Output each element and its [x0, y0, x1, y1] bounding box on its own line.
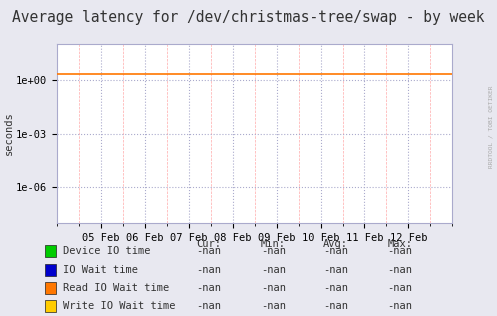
Text: -nan: -nan [388, 265, 413, 275]
Text: -nan: -nan [196, 283, 221, 293]
Text: -nan: -nan [261, 301, 286, 311]
Text: -nan: -nan [261, 265, 286, 275]
Text: Device IO time: Device IO time [63, 246, 151, 256]
Y-axis label: seconds: seconds [3, 112, 13, 155]
Text: -nan: -nan [196, 246, 221, 256]
Text: -nan: -nan [196, 265, 221, 275]
Text: Write IO Wait time: Write IO Wait time [63, 301, 175, 311]
Text: Read IO Wait time: Read IO Wait time [63, 283, 169, 293]
Text: -nan: -nan [388, 283, 413, 293]
Text: Cur:: Cur: [196, 239, 221, 249]
Text: -nan: -nan [323, 265, 348, 275]
Text: Max:: Max: [388, 239, 413, 249]
Text: -nan: -nan [196, 301, 221, 311]
Text: -nan: -nan [261, 283, 286, 293]
Text: Average latency for /dev/christmas-tree/swap - by week: Average latency for /dev/christmas-tree/… [12, 10, 485, 25]
Text: -nan: -nan [261, 246, 286, 256]
Text: Avg:: Avg: [323, 239, 348, 249]
Text: RRDTOOL / TOBI OETIKER: RRDTOOL / TOBI OETIKER [489, 85, 494, 168]
Text: -nan: -nan [323, 246, 348, 256]
Text: IO Wait time: IO Wait time [63, 265, 138, 275]
Text: -nan: -nan [323, 301, 348, 311]
Text: -nan: -nan [388, 246, 413, 256]
Text: -nan: -nan [323, 283, 348, 293]
Text: Min:: Min: [261, 239, 286, 249]
Text: -nan: -nan [388, 301, 413, 311]
